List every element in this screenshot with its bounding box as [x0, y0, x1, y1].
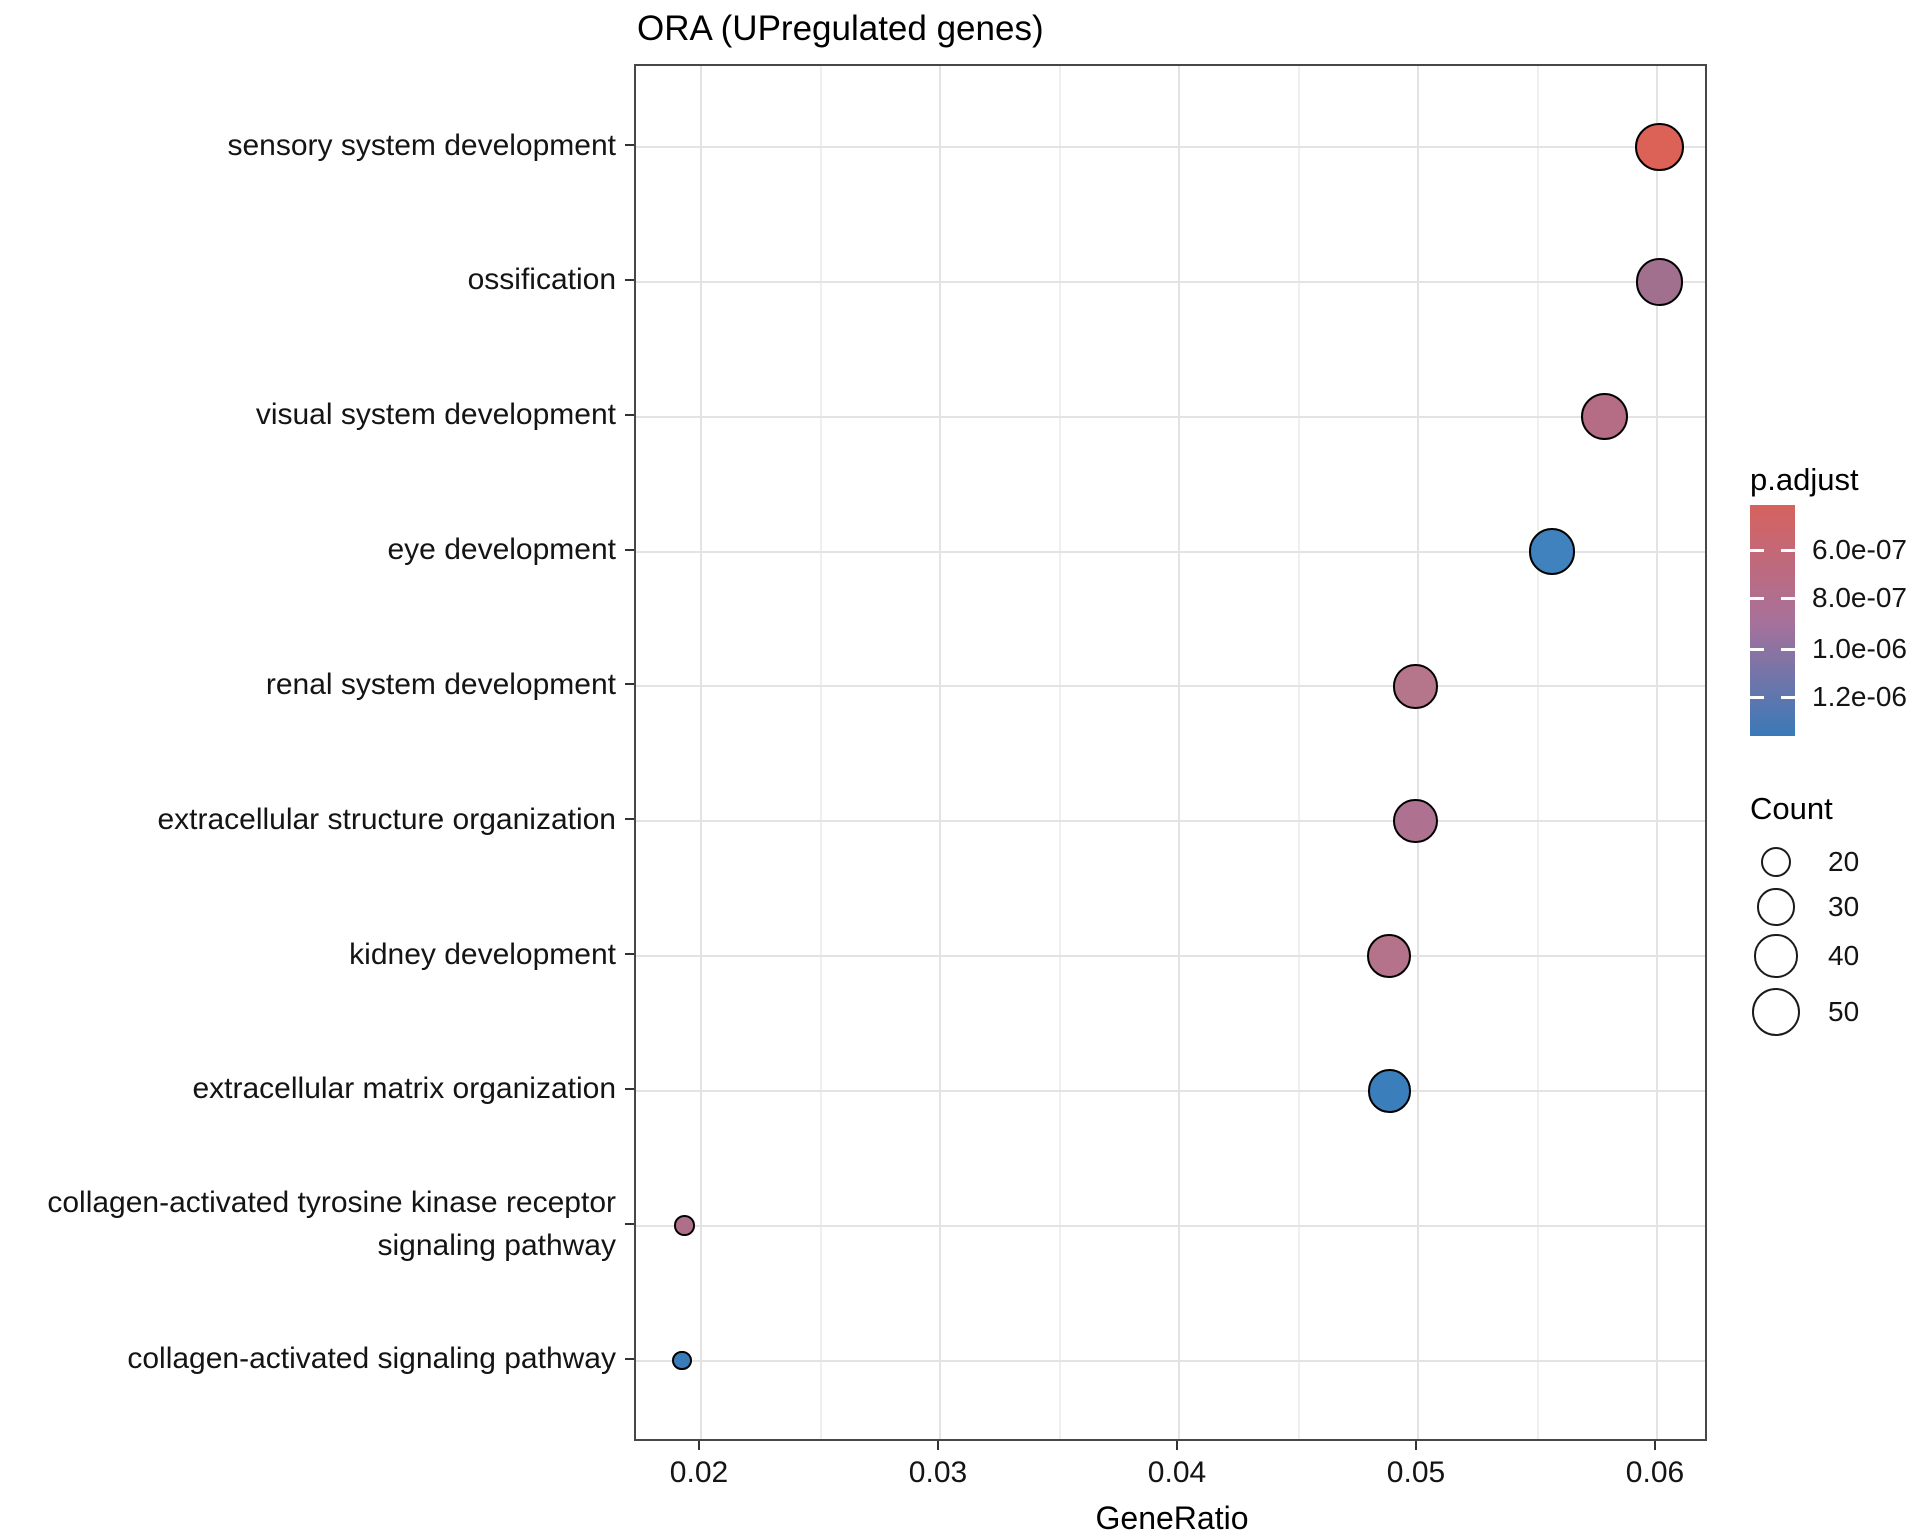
gridline-y-major — [636, 550, 1705, 553]
legend-count-title: Count — [1750, 791, 1833, 826]
plot-panel — [634, 64, 1707, 1441]
padjust-tick-dash — [1750, 648, 1764, 651]
y-tick-mark — [625, 548, 634, 551]
y-axis-label: extracellular matrix organization — [192, 1072, 616, 1106]
gridline-x-major — [700, 66, 702, 1439]
gridline-y-major — [636, 820, 1705, 823]
padjust-tick-dash — [1781, 549, 1795, 552]
data-point-extracellular-matrix-organization — [1367, 1069, 1411, 1113]
y-axis-label: kidney development — [349, 937, 616, 971]
x-tick-label: 0.02 — [669, 1456, 729, 1489]
gridline-y-major — [636, 415, 1705, 418]
data-point-collagen-activated-tyrosine-kinase-receptor-signaling-pathway — [673, 1215, 695, 1237]
x-tick-label: 0.05 — [1386, 1456, 1446, 1489]
gridline-x-minor — [1297, 66, 1300, 1439]
y-axis-label: collagen-activated signaling pathway — [127, 1342, 616, 1376]
y-tick-mark — [625, 144, 634, 146]
data-point-renal-system-development — [1393, 664, 1438, 709]
gridline-y-major — [636, 280, 1705, 283]
data-point-kidney-development — [1367, 934, 1412, 978]
count-legend-circle — [1754, 934, 1798, 978]
count-legend-label: 20 — [1828, 846, 1860, 877]
y-axis-label: visual system development — [255, 398, 616, 432]
y-axis-label: ossification — [467, 263, 616, 297]
gridline-x-major — [1656, 66, 1658, 1439]
y-axis-label: eye development — [387, 533, 617, 567]
gridline-y-major — [636, 685, 1705, 688]
y-tick-mark — [625, 278, 634, 281]
x-tick-mark — [698, 1441, 700, 1450]
plot-title: ORA (UPregulated genes) — [637, 9, 1044, 48]
legend-padjust-title: p.adjust — [1750, 462, 1859, 497]
padjust-tick-label: 8.0e-07 — [1812, 582, 1907, 613]
padjust-tick-dash — [1750, 696, 1764, 699]
y-tick-mark — [625, 953, 634, 956]
data-point-collagen-activated-signaling-pathway — [672, 1350, 692, 1371]
padjust-tick-dash — [1750, 549, 1764, 552]
y-tick-mark — [625, 413, 634, 416]
y-axis-label: extracellular structure organization — [157, 802, 616, 836]
gridline-y-major — [636, 955, 1705, 958]
padjust-tick-dash — [1781, 597, 1795, 600]
data-point-sensory-system-development — [1635, 122, 1684, 172]
padjust-tick-dash — [1781, 696, 1795, 699]
y-axis-label: collagen-activated tyrosine kinase recep… — [47, 1185, 616, 1262]
data-point-ossification — [1635, 258, 1684, 306]
count-legend-circle — [1751, 987, 1801, 1037]
gridline-x-minor — [819, 66, 822, 1439]
y-tick-mark — [625, 1087, 634, 1090]
x-tick-mark — [937, 1441, 939, 1450]
count-legend-circle — [1760, 846, 1791, 877]
x-tick-label: 0.04 — [1147, 1456, 1207, 1489]
y-tick-mark — [625, 683, 634, 686]
padjust-tick-label: 1.0e-06 — [1812, 633, 1907, 664]
padjust-tick-label: 6.0e-07 — [1812, 534, 1907, 565]
x-tick-mark — [1654, 1441, 1656, 1450]
y-tick-mark — [625, 1357, 634, 1360]
x-axis-title: GeneRatio — [1095, 1500, 1249, 1536]
x-tick-label: 0.03 — [908, 1456, 968, 1489]
gridline-y-major — [636, 146, 1705, 148]
gridline-x-major — [1417, 66, 1419, 1439]
count-legend-label: 40 — [1828, 940, 1860, 971]
padjust-tick-dash — [1781, 648, 1795, 651]
gridline-x-major — [1178, 66, 1180, 1439]
x-tick-label: 0.06 — [1625, 1456, 1685, 1489]
gridline-y-major — [636, 1224, 1705, 1227]
padjust-colorbar — [1750, 505, 1795, 736]
gridline-x-minor — [1058, 66, 1061, 1439]
gridline-y-major — [636, 1359, 1705, 1362]
data-point-extracellular-structure-organization — [1393, 799, 1438, 844]
x-tick-mark — [1415, 1441, 1417, 1450]
gridline-x-minor — [1536, 66, 1539, 1439]
count-legend-label: 50 — [1828, 996, 1860, 1027]
y-tick-mark — [625, 1222, 634, 1225]
count-legend-circle — [1757, 888, 1795, 926]
y-tick-mark — [625, 818, 634, 821]
data-point-visual-system-development — [1580, 393, 1628, 441]
padjust-tick-label: 1.2e-06 — [1812, 681, 1907, 712]
y-axis-label: sensory system development — [227, 128, 616, 162]
padjust-tick-dash — [1750, 597, 1764, 600]
y-axis-label: renal system development — [265, 667, 616, 701]
gridline-x-major — [939, 66, 941, 1439]
x-tick-mark — [1176, 1441, 1178, 1450]
gridline-y-major — [636, 1089, 1705, 1092]
data-point-eye-development — [1528, 528, 1576, 575]
count-legend-label: 30 — [1828, 891, 1860, 922]
